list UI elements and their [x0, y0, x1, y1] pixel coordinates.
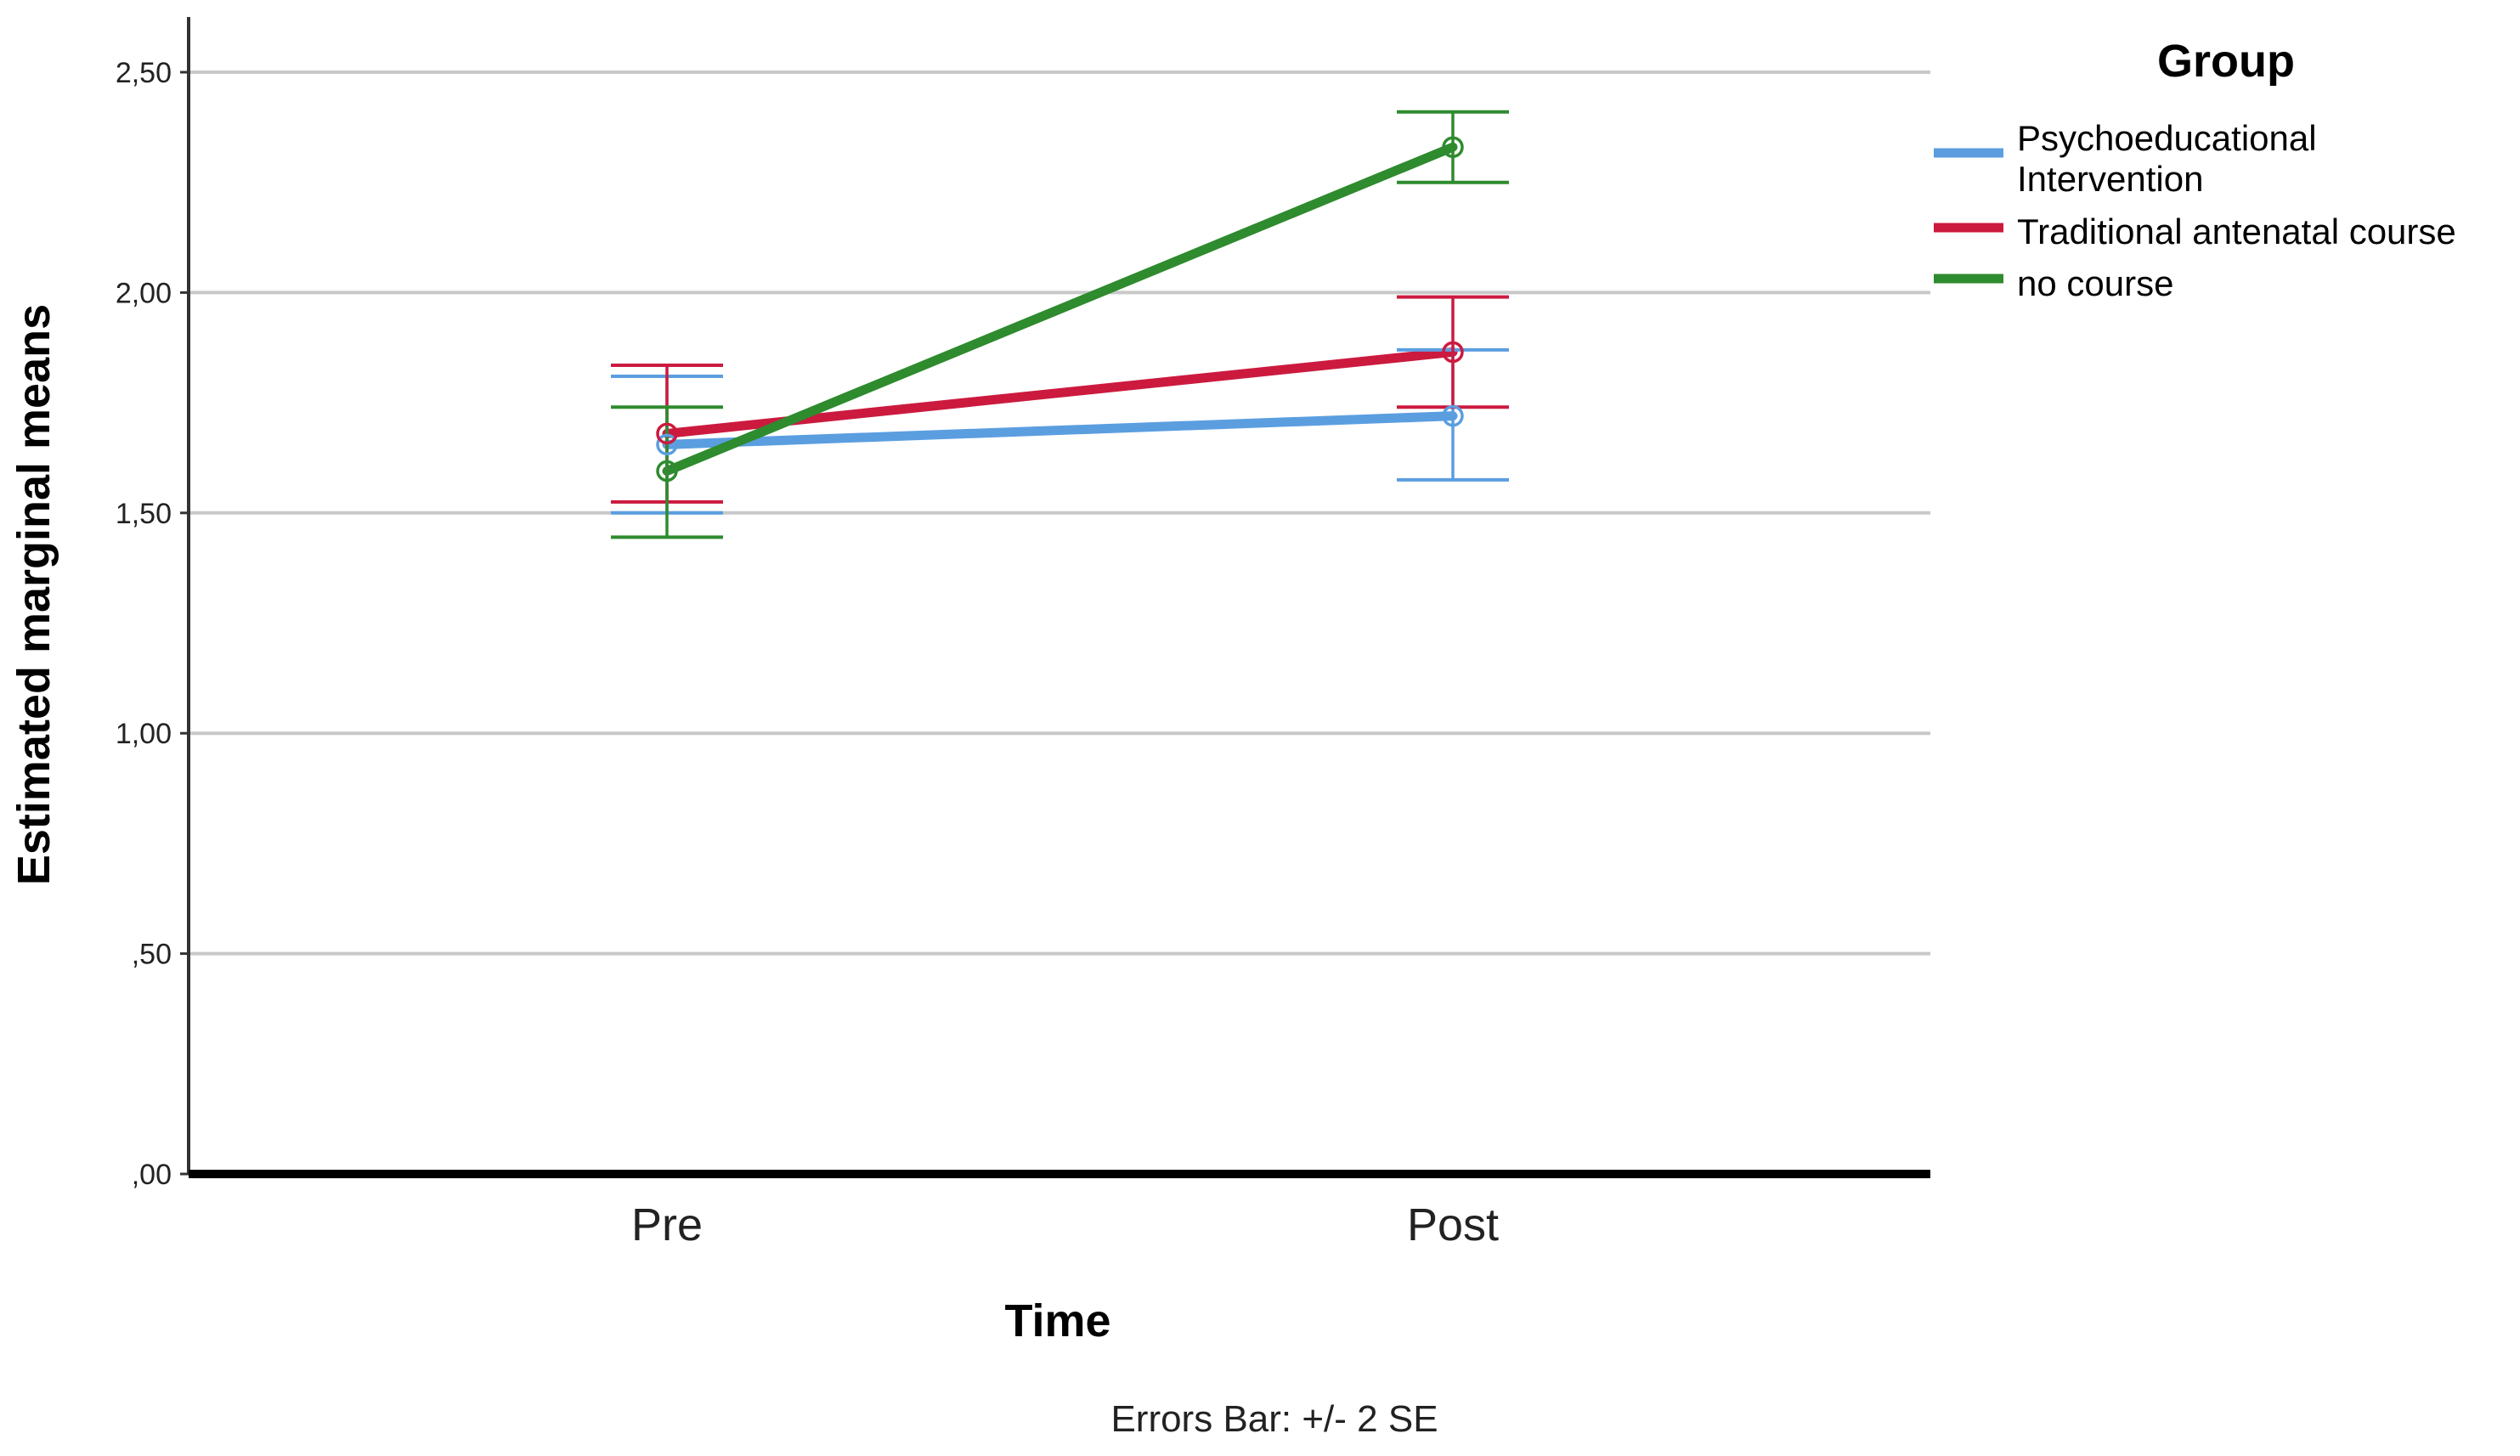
x-category-labels: Pre Post [631, 1199, 1499, 1250]
x-category-label-0: Pre [631, 1199, 703, 1250]
data-point-1-1 [1442, 341, 1464, 364]
y-tick-label-5: 2,50 [116, 57, 172, 89]
axes [187, 17, 1930, 1178]
y-tick-label-3: 1,50 [116, 498, 172, 530]
data-point-0-0 [656, 433, 678, 456]
y-tick-label-4: 2,00 [116, 277, 172, 309]
legend-label-2: no course [2017, 263, 2173, 303]
x-axis-title: Time [1004, 1295, 1110, 1346]
error-bar-footnote: Errors Bar: +/- 2 SE [1110, 1398, 1438, 1440]
y-tick-label-1: ,50 [132, 939, 172, 971]
legend-title: Group [2157, 36, 2295, 87]
y-axis-title: Estimated marginal means [8, 304, 59, 885]
data-point-2-0 [656, 460, 678, 483]
data-point-1-0 [656, 422, 678, 445]
series-lines [662, 142, 1458, 477]
data-points [656, 136, 1464, 483]
y-tick-labels: ,00 ,50 1,00 1,50 2,00 2,50 [116, 57, 189, 1191]
x-category-label-1: Post [1407, 1199, 1499, 1250]
data-point-2-1 [1442, 136, 1464, 158]
legend-label-1: Traditional antenatal course [2017, 212, 2456, 251]
legend-label-0-0: Psychoeducational [2017, 118, 2317, 158]
y-tick-label-2: 1,00 [116, 718, 172, 750]
series-line-2 [662, 142, 1458, 477]
legend-label-0-1: Intervention [2017, 159, 2203, 199]
y-tick-label-0: ,00 [132, 1159, 172, 1191]
gridlines [189, 71, 1930, 956]
data-point-0-1 [1442, 404, 1464, 427]
series-line-0 [662, 411, 1458, 449]
